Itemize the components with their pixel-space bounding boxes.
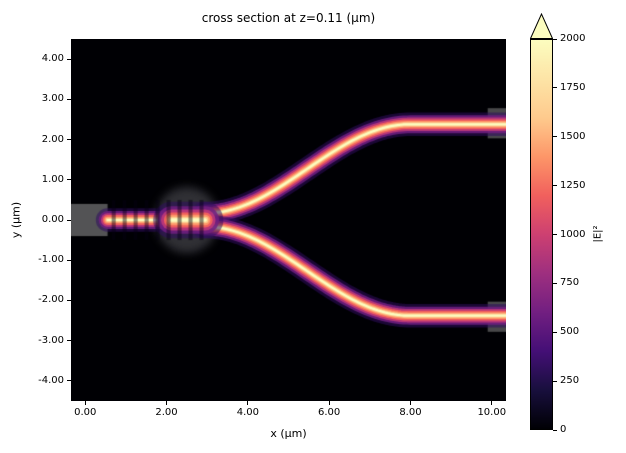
- colorbar: [530, 39, 553, 430]
- x-tick-label: 6.00: [318, 407, 341, 418]
- y-tick-label: 1.00: [41, 173, 64, 185]
- colorbar-tick-label: 1250: [560, 179, 586, 191]
- y-tick-label: 0.00: [41, 214, 64, 225]
- colorbar-tick-mark: [553, 136, 557, 138]
- colorbar-tick-mark: [553, 185, 557, 187]
- x-tick-label: 4.00: [236, 407, 259, 418]
- y-tick-label: -2.00: [38, 294, 64, 306]
- colorbar-extend-triangle: [530, 13, 553, 39]
- colorbar-tick-label: 1000: [560, 228, 586, 240]
- chart-title: cross section at z=0.11 (μm): [201, 11, 376, 25]
- y-tick-label: -4.00: [38, 374, 64, 386]
- x-tick-mark: [84, 401, 86, 405]
- colorbar-tick-label: 250: [560, 375, 580, 387]
- x-tick-mark: [247, 401, 249, 405]
- colorbar-tick-mark: [553, 331, 557, 333]
- y-tick-mark: [67, 380, 71, 382]
- colorbar-tick-mark: [553, 38, 557, 40]
- x-tick-label: 2.00: [155, 407, 178, 418]
- y-tick-mark: [67, 299, 71, 301]
- y-tick-mark: [67, 259, 71, 261]
- colorbar-tick-label: 1750: [560, 81, 586, 93]
- y-tick-label: 3.00: [41, 93, 64, 105]
- colorbar-tick-label: 500: [560, 326, 580, 338]
- y-tick-label: -1.00: [38, 254, 64, 266]
- colorbar-tick-mark: [553, 429, 557, 431]
- colorbar-tick-mark: [553, 234, 557, 235]
- y-tick-label: -3.00: [38, 334, 64, 346]
- y-axis-label: y (μm): [9, 201, 23, 239]
- y-tick-mark: [67, 219, 71, 221]
- x-tick-label: 8.00: [399, 407, 422, 418]
- heatmap-canvas: [71, 39, 506, 401]
- y-tick-label: 4.00: [41, 53, 64, 65]
- y-tick-mark: [67, 58, 71, 60]
- colorbar-tick-mark: [553, 380, 557, 382]
- colorbar-tick-label: 2000: [560, 33, 586, 44]
- x-tick-mark: [491, 401, 493, 405]
- x-axis-label: x (μm): [270, 427, 307, 440]
- colorbar-tick-label: 1500: [560, 130, 586, 142]
- x-tick-mark: [166, 401, 168, 405]
- x-tick-label: 0.00: [74, 407, 97, 418]
- y-tick-mark: [67, 98, 71, 100]
- colorbar-tick-label: 0: [560, 424, 567, 435]
- x-tick-label: 10.00: [477, 407, 507, 418]
- colorbar-tick-label: 750: [560, 277, 580, 289]
- x-tick-mark: [409, 401, 411, 405]
- y-tick-mark: [67, 340, 71, 342]
- y-tick-label: 2.00: [41, 133, 64, 145]
- y-tick-mark: [67, 139, 71, 141]
- y-tick-mark: [67, 179, 71, 181]
- x-tick-mark: [328, 401, 330, 405]
- plot-area: [71, 39, 506, 401]
- colorbar-tick-mark: [553, 87, 557, 89]
- colorbar-tick-mark: [553, 282, 557, 284]
